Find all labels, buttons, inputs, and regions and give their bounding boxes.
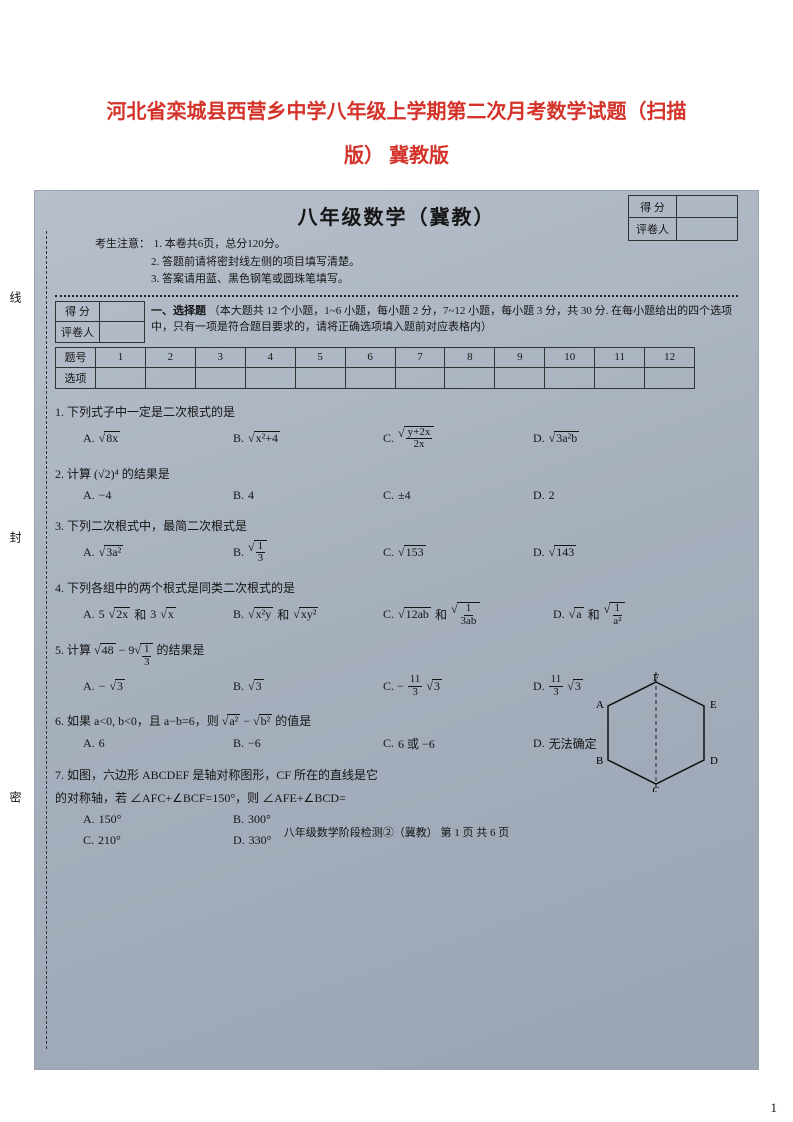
question-1: 1. 下列式子中一定是二次根式的是 A. √8x B. √x²+4 C. √y+… — [55, 403, 738, 451]
q5-stem: 5. 计算 √48 − 9√13 的结果是 — [55, 641, 738, 668]
svg-text:C: C — [652, 785, 659, 792]
section-1-title: 一、选择题 — [151, 305, 206, 317]
mini-score-box: 得 分 评卷人 — [55, 301, 145, 343]
binding-label-3: 密 — [7, 791, 24, 803]
q6-opt-a: A. 6 — [83, 735, 233, 752]
dotted-separator — [55, 295, 738, 297]
grid-num: 12 — [645, 348, 695, 368]
score-label: 得 分 — [629, 196, 677, 217]
grid-num: 6 — [346, 348, 396, 368]
section-1-header: 得 分 评卷人 一、选择题 （本大题共 12 个小题，1~6 小题，每小题 2 … — [55, 301, 738, 343]
q4-opt-d: D. √a 和 √1a² — [553, 602, 703, 627]
notice-3: 3. 答案请用蓝、黑色钢笔或圆珠笔填写。 — [151, 271, 349, 289]
q3-opt-a: A. √3a² — [83, 540, 233, 565]
svg-text:F: F — [653, 672, 659, 684]
q5-opt-a: A. −√3 — [83, 674, 233, 698]
q2-opt-c: C. ±4 — [383, 488, 533, 503]
q2-opt-b: B. 4 — [233, 488, 383, 503]
q7-stem-2: 的对称轴，若 ∠AFC+∠BCF=150°，则 ∠AFE+∠BCD= — [55, 789, 495, 806]
question-3: 3. 下列二次根式中，最简二次根式是 A. √3a² B. √13 C. √15… — [55, 517, 738, 565]
q6-opt-c: C. 6 或 −6 — [383, 735, 533, 752]
grid-num: 5 — [296, 348, 346, 368]
svg-text:B: B — [596, 755, 603, 767]
q4-opt-a: A. 5√2x 和 3√x — [83, 602, 233, 627]
notice-label: 考生注意： — [95, 236, 151, 254]
grid-row1-label: 题号 — [56, 348, 96, 368]
q3-opt-d: D. √143 — [533, 540, 683, 565]
q5-opt-b: B. √3 — [233, 674, 383, 698]
mini-reviewer-label: 评卷人 — [56, 322, 100, 342]
q1-opt-d: D. √3a²b — [533, 426, 683, 451]
grid-num: 10 — [545, 348, 595, 368]
title-line-1: 河北省栾城县西营乡中学八年级上学期第二次月考数学试题（扫描 — [107, 101, 687, 123]
section-1-desc: （本大题共 12 个小题，1~6 小题，每小题 2 分，7~12 小题，每小题 … — [151, 305, 732, 334]
hexagon-figure: F E D C B A — [586, 672, 726, 796]
q1-opt-b: B. √x²+4 — [233, 426, 383, 451]
q2-opt-d: D. 2 — [533, 488, 683, 503]
grid-num: 8 — [445, 348, 495, 368]
q3-opt-c: C. √153 — [383, 540, 533, 565]
grid-num: 2 — [146, 348, 196, 368]
q7-stem-1: 7. 如图，六边形 ABCDEF 是轴对称图形，CF 所在的直线是它 — [55, 766, 495, 783]
grid-num: 11 — [595, 348, 645, 368]
reviewer-label: 评卷人 — [629, 218, 677, 240]
grid-num: 9 — [495, 348, 545, 368]
q1-opt-c: C. √y+2x2x — [383, 426, 533, 451]
q3-opt-b: B. √13 — [233, 540, 383, 565]
q1-stem: 1. 下列式子中一定是二次根式的是 — [55, 403, 738, 420]
title-line-2: 版） 冀教版 — [344, 145, 449, 167]
q3-stem: 3. 下列二次根式中，最简二次根式是 — [55, 517, 738, 534]
question-2: 2. 计算 (√2)⁴ 的结果是 A. −4 B. 4 C. ±4 D. 2 — [55, 465, 738, 503]
score-box: 得 分 评卷人 — [628, 195, 738, 241]
q1-opt-a: A. √8x — [83, 426, 233, 451]
grid-row2-label: 选项 — [56, 368, 96, 388]
svg-text:A: A — [596, 699, 604, 711]
binding-label-1: 线 — [7, 291, 24, 303]
binding-line: 线 封 密 — [27, 231, 47, 1049]
notice-1: 1. 本卷共6页，总分120分。 — [154, 238, 286, 250]
page-number: 1 — [771, 1100, 778, 1116]
mini-score-label: 得 分 — [56, 302, 100, 321]
q5-opt-c: C. −113√3 — [383, 674, 533, 698]
grid-num: 1 — [96, 348, 146, 368]
document-title: 河北省栾城县西营乡中学八年级上学期第二次月考数学试题（扫描 版） 冀教版 — [0, 0, 793, 178]
q4-opt-b: B. √x²y 和 √xy² — [233, 602, 383, 627]
binding-label-2: 封 — [7, 531, 24, 543]
q4-stem: 4. 下列各组中的两个根式是同类二次根式的是 — [55, 579, 738, 596]
answer-grid: 题号 1 2 3 4 5 6 7 8 9 10 11 12 选项 — [55, 347, 695, 389]
svg-text:E: E — [710, 699, 717, 711]
svg-text:D: D — [710, 755, 718, 767]
q4-opt-c: C. √12ab 和 √13ab — [383, 602, 553, 627]
q2-stem: 2. 计算 (√2)⁴ 的结果是 — [55, 465, 738, 482]
scanned-page: 线 封 密 八年级数学（冀教） 得 分 评卷人 考生注意： 1. 本卷共6页，总… — [34, 190, 759, 1070]
exam-notice: 考生注意： 1. 本卷共6页，总分120分。 2. 答题前请将密封线左侧的项目填… — [95, 236, 738, 289]
grid-num: 3 — [196, 348, 246, 368]
q6-opt-b: B. −6 — [233, 735, 383, 752]
question-4: 4. 下列各组中的两个根式是同类二次根式的是 A. 5√2x 和 3√x B. … — [55, 579, 738, 627]
grid-num: 7 — [396, 348, 446, 368]
q2-opt-a: A. −4 — [83, 488, 233, 503]
grid-num: 4 — [246, 348, 296, 368]
page-footer: 八年级数学阶段检测②（冀教） 第 1 页 共 6 页 — [55, 824, 738, 840]
notice-2: 2. 答题前请将密封线左侧的项目填写清楚。 — [151, 254, 360, 272]
